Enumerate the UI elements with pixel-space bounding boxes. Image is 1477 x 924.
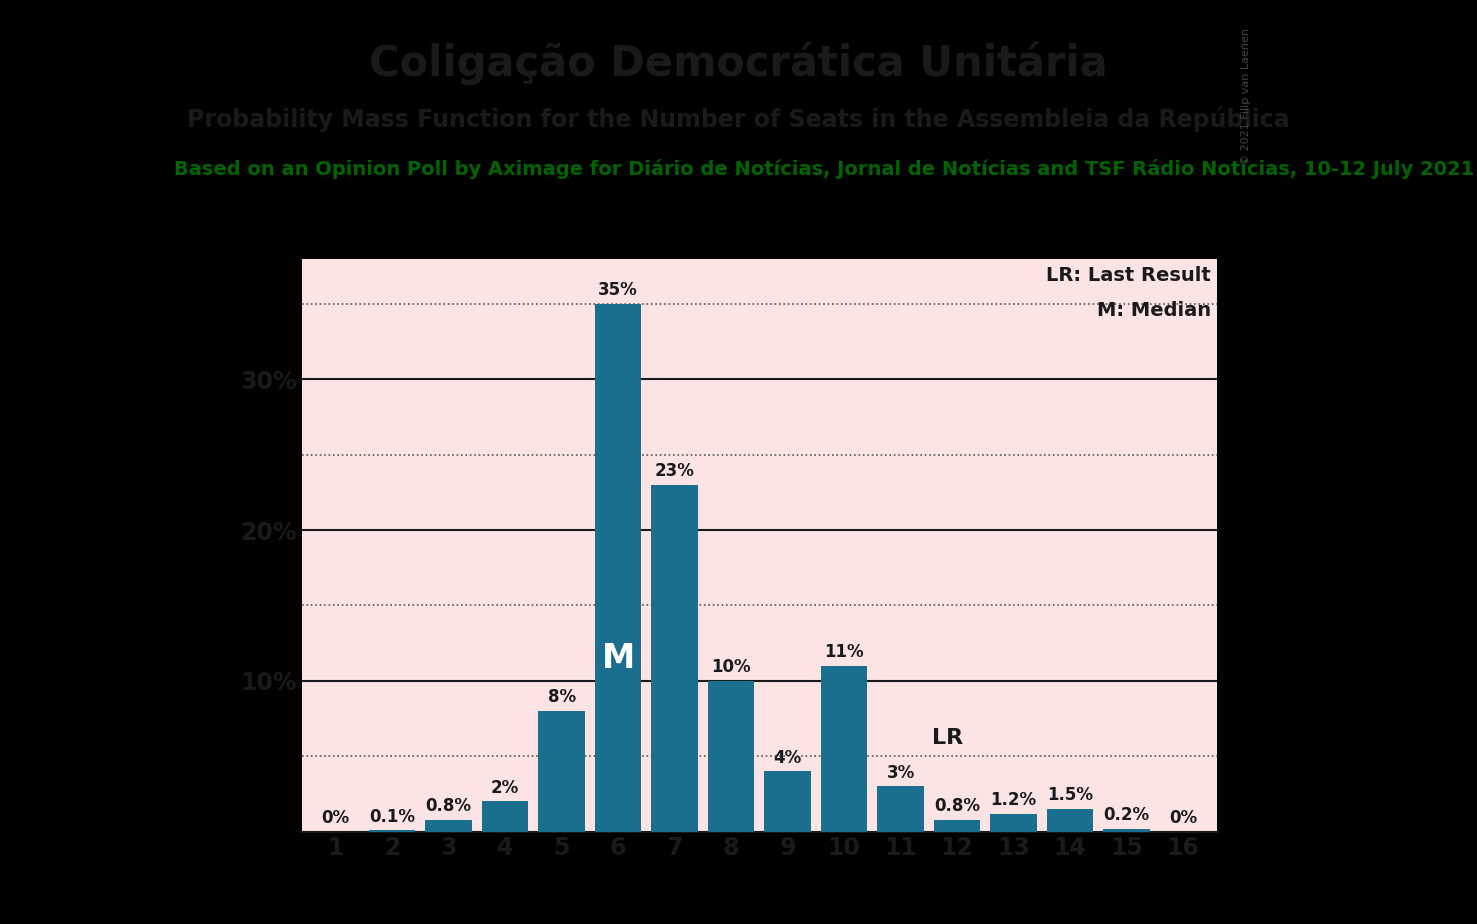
Bar [1047,809,1093,832]
Text: Coligação Democrática Unitária: Coligação Democrática Unitária [369,42,1108,85]
Bar [821,666,867,832]
Text: LR: LR [932,728,963,748]
Text: 8%: 8% [548,688,576,707]
Text: 0.8%: 0.8% [933,797,979,815]
Text: M: Median: M: Median [1097,301,1211,320]
Bar [482,801,529,832]
Text: 23%: 23% [654,462,694,480]
Text: 1.5%: 1.5% [1047,786,1093,805]
Text: 11%: 11% [824,643,864,662]
Text: Based on an Opinion Poll by Aximage for Diário de Notícias, Jornal de Notícias a: Based on an Opinion Poll by Aximage for … [174,159,1474,179]
Text: 0.2%: 0.2% [1103,806,1149,824]
Text: 0.1%: 0.1% [369,808,415,825]
Bar [707,681,755,832]
Bar [651,485,697,832]
Bar [595,304,641,832]
Bar [765,772,811,832]
Bar [1103,829,1149,832]
Text: 35%: 35% [598,282,638,299]
Text: 2%: 2% [490,779,520,796]
Bar [933,820,981,832]
Text: M: M [601,642,635,675]
Bar [425,820,471,832]
Bar [990,813,1037,832]
Text: 0.8%: 0.8% [425,797,471,815]
Text: 0%: 0% [322,809,350,827]
Text: © 2021 Filip van Laenen: © 2021 Filip van Laenen [1241,28,1251,164]
Text: 3%: 3% [886,764,914,782]
Bar [877,786,923,832]
Text: 1.2%: 1.2% [991,791,1037,809]
Text: Probability Mass Function for the Number of Seats in the Assembleia da República: Probability Mass Function for the Number… [188,106,1289,132]
Bar [539,711,585,832]
Bar [369,830,415,832]
Text: 10%: 10% [712,658,750,676]
Text: LR: Last Result: LR: Last Result [1046,266,1211,286]
Text: 0%: 0% [1168,809,1196,827]
Text: 4%: 4% [774,748,802,767]
